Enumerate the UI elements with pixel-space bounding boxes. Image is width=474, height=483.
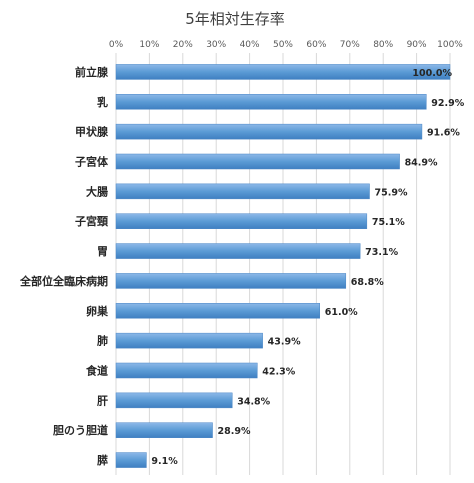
value-label: 61.0% <box>325 307 358 318</box>
category-label: 甲状腺 <box>75 125 109 139</box>
bar <box>115 94 427 110</box>
x-tick-label: 20% <box>173 40 193 50</box>
category-label: 膵 <box>97 453 108 467</box>
value-label: 42.3% <box>262 367 295 378</box>
value-label: 28.9% <box>218 426 251 437</box>
grid-lines <box>115 53 451 475</box>
category-label: 全部位全臨床病期 <box>19 274 108 288</box>
category-label: 乳 <box>97 95 108 109</box>
bar <box>115 452 147 468</box>
x-tick-label: 40% <box>240 40 260 50</box>
bar <box>115 183 370 200</box>
value-label: 91.6% <box>427 128 460 139</box>
x-tick-label: 10% <box>139 40 159 50</box>
value-label: 75.1% <box>372 217 405 228</box>
bar <box>115 64 451 80</box>
value-label: 9.1% <box>151 456 178 467</box>
category-label: 前立腺 <box>75 65 109 79</box>
value-label: 34.8% <box>237 396 270 407</box>
bar <box>115 362 258 379</box>
value-label: 73.1% <box>365 247 398 258</box>
category-label: 食道 <box>86 364 108 378</box>
bars <box>115 64 451 468</box>
category-label: 大腸 <box>86 184 108 198</box>
bar <box>115 123 423 140</box>
category-label: 肺 <box>97 334 108 348</box>
x-tick-label: 30% <box>206 40 226 50</box>
x-tick-label: 0% <box>109 40 124 50</box>
value-label: 100.0% <box>412 68 452 79</box>
bar <box>115 243 361 259</box>
bar <box>115 303 320 319</box>
chart-title: 5年相対生存率 <box>185 10 285 28</box>
bar <box>115 332 263 349</box>
bar <box>115 273 347 289</box>
category-label: 子宮体 <box>75 155 109 169</box>
bar <box>115 392 233 409</box>
value-labels: 100.0% 92.9% 91.6% 84.9% 75.9% 75.1% 73.1% 68.8… <box>151 68 464 467</box>
bar <box>115 422 213 438</box>
x-tick-label: 100% <box>437 40 463 50</box>
category-label: 卵巣 <box>86 304 109 318</box>
value-label: 75.9% <box>375 187 408 198</box>
value-label: 92.9% <box>431 98 464 109</box>
category-label: 肝 <box>97 394 108 407</box>
value-label: 68.8% <box>351 277 384 288</box>
bar <box>115 153 400 170</box>
category-label: 胆のう胆道 <box>53 423 108 437</box>
x-axis-ticks: 0% 10% 20% 30% 40% 50% 60% 70% 80% 90% 100% <box>109 40 463 50</box>
x-tick-label: 80% <box>373 40 393 50</box>
value-label: 43.9% <box>268 337 301 348</box>
category-label: 子宮頸 <box>75 214 109 228</box>
x-tick-label: 60% <box>306 40 326 50</box>
value-label: 84.9% <box>405 158 438 169</box>
x-tick-label: 50% <box>273 40 293 50</box>
bar <box>115 213 368 229</box>
category-label: 胃 <box>97 245 108 258</box>
x-tick-label: 70% <box>340 40 360 50</box>
x-tick-label: 90% <box>407 40 427 50</box>
